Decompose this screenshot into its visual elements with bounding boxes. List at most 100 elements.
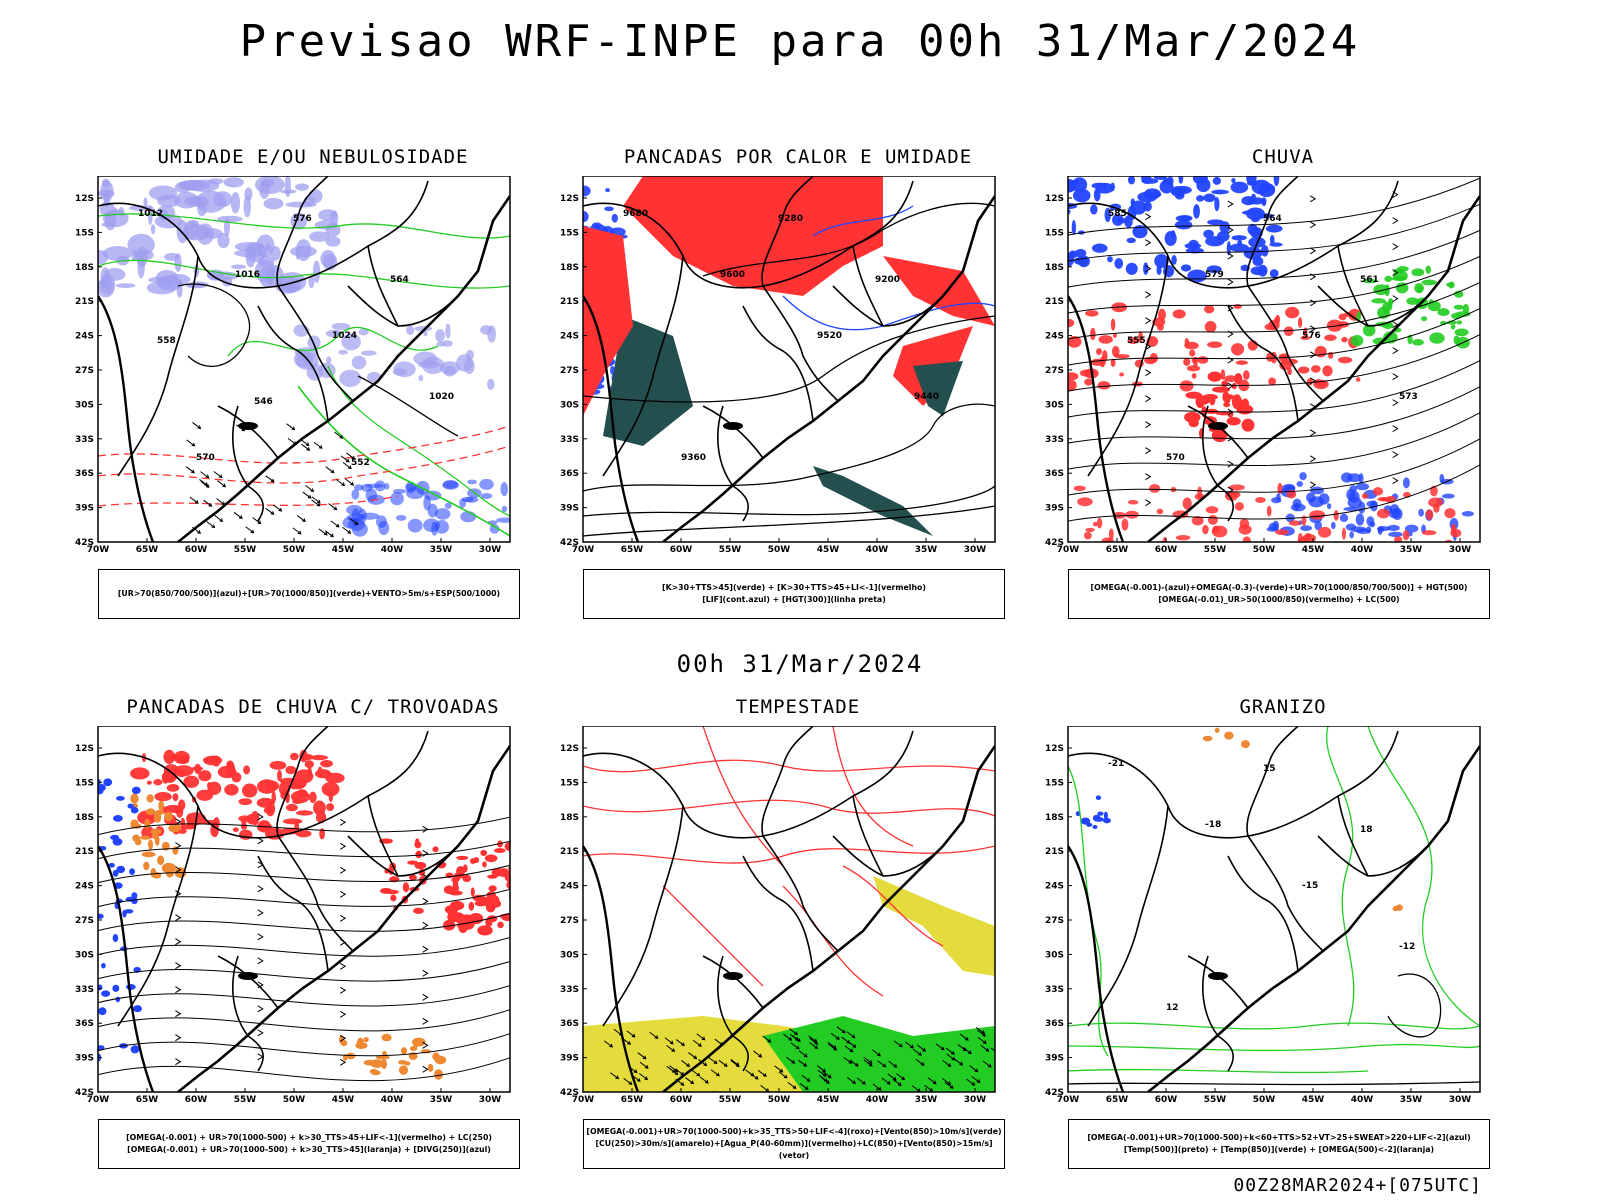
shaded-area — [1096, 348, 1102, 356]
andes-coast — [1068, 845, 1125, 1092]
panel-title: CHUVA — [1251, 146, 1315, 168]
shaded-area — [432, 1052, 440, 1061]
shaded-area — [1202, 735, 1213, 742]
lon-tick-label: 55W — [719, 545, 742, 555]
contour-line — [357, 375, 459, 437]
shaded-area — [277, 769, 282, 782]
shaded-area — [132, 803, 139, 808]
streamline-arrow — [1227, 226, 1234, 234]
shaded-area — [98, 278, 115, 298]
contour-line — [1367, 726, 1480, 1027]
lat-tick-label: 27S — [1045, 366, 1064, 376]
streamline-arrow — [1392, 243, 1399, 251]
lon-tick-label: 30W — [964, 1095, 987, 1105]
shaded-area — [1393, 536, 1403, 542]
contour-label: 585 — [1108, 209, 1127, 219]
shaded-area — [1207, 514, 1218, 525]
panel-title: PANCADAS DE CHUVA C/ TROVOADAS — [126, 696, 500, 718]
shaded-area — [1171, 255, 1177, 265]
shaded-area — [442, 340, 453, 347]
wind-vector — [200, 480, 210, 488]
state-border — [1317, 835, 1429, 877]
contour-line — [583, 315, 995, 403]
wind-vector — [192, 422, 202, 430]
shaded-area — [154, 791, 172, 802]
panel-title: GRANIZO — [1239, 696, 1327, 718]
shaded-area — [1091, 243, 1108, 253]
streamline-arrow — [1309, 299, 1317, 307]
streamline-arrow — [422, 1017, 429, 1025]
shaded-area — [133, 249, 154, 261]
streamline-arrow — [257, 933, 264, 941]
lat-tick-label: 24S — [560, 332, 579, 342]
shaded-area — [1196, 395, 1210, 405]
wind-vector — [666, 1044, 676, 1052]
lon-tick-label: 70W — [87, 545, 110, 555]
shaded-area — [1433, 503, 1440, 513]
wind-vector — [896, 1073, 906, 1081]
shaded-area — [363, 1036, 369, 1043]
lat-tick-label: 12S — [560, 744, 579, 754]
shaded-area — [263, 197, 284, 210]
shaded-area — [414, 838, 420, 848]
streamline-arrow — [1309, 195, 1317, 203]
shaded-area — [1104, 207, 1111, 223]
shaded-area — [421, 356, 445, 375]
contour-label: 15 — [1263, 764, 1276, 774]
shaded-area — [338, 349, 349, 355]
shaded-area — [504, 841, 510, 852]
streamline-arrow — [1227, 486, 1234, 494]
wind-vector — [828, 1043, 838, 1051]
shaded-area — [403, 1061, 411, 1066]
wind-vector — [892, 1079, 902, 1087]
shaded-area — [1277, 482, 1283, 495]
shaded-area — [1453, 290, 1464, 298]
wind-vector — [924, 1084, 934, 1092]
state-border — [347, 285, 459, 327]
lat-tick-label: 15S — [75, 778, 94, 788]
shaded-area — [226, 761, 236, 777]
shaded-area — [1091, 182, 1108, 189]
shaded-area — [452, 885, 460, 892]
shaded-area — [1205, 506, 1219, 514]
shaded-area — [1162, 177, 1172, 184]
shaded-area — [130, 819, 139, 829]
shaded-area — [157, 855, 165, 866]
streamline-arrow — [422, 945, 429, 953]
wind-vector — [681, 1060, 691, 1068]
lon-tick-label: 50W — [283, 545, 306, 555]
lat-tick-label: 42S — [560, 1088, 579, 1098]
wind-vector — [273, 504, 283, 512]
shaded-area — [1077, 497, 1093, 507]
state-border — [276, 176, 329, 287]
shaded-area — [449, 900, 465, 911]
lat-tick-label: 27S — [560, 916, 579, 926]
streamline-arrow — [257, 909, 264, 917]
lon-tick-label: 50W — [768, 545, 791, 555]
shaded-area — [129, 868, 135, 875]
shaded-area — [1395, 282, 1409, 294]
shaded-area — [341, 333, 361, 351]
lat-tick-label: 27S — [75, 916, 94, 926]
shaded-area — [144, 818, 151, 829]
shaded-area — [295, 183, 310, 191]
streamline-arrow — [422, 969, 429, 977]
shaded-region — [813, 466, 933, 536]
shaded-area — [131, 892, 138, 899]
shaded-area — [402, 882, 410, 893]
wind-vector — [623, 1077, 633, 1085]
shaded-area — [183, 775, 200, 788]
shaded-area — [115, 283, 136, 288]
shaded-area — [150, 867, 157, 878]
contour-line — [98, 495, 399, 507]
shaded-area — [1275, 529, 1289, 536]
streamline-arrow — [1309, 273, 1317, 281]
lon-tick-label: 30W — [1449, 1095, 1472, 1105]
contour-line — [832, 726, 914, 847]
streamline — [98, 888, 510, 908]
shaded-area — [1203, 193, 1216, 203]
streamline-arrow — [1227, 200, 1234, 208]
legend-box: [K>30+TTS>45](verde) + [K>30+TTS>45+LI<-… — [583, 569, 1005, 619]
contour-label: -18 — [1205, 820, 1221, 830]
shaded-area — [1095, 795, 1102, 801]
